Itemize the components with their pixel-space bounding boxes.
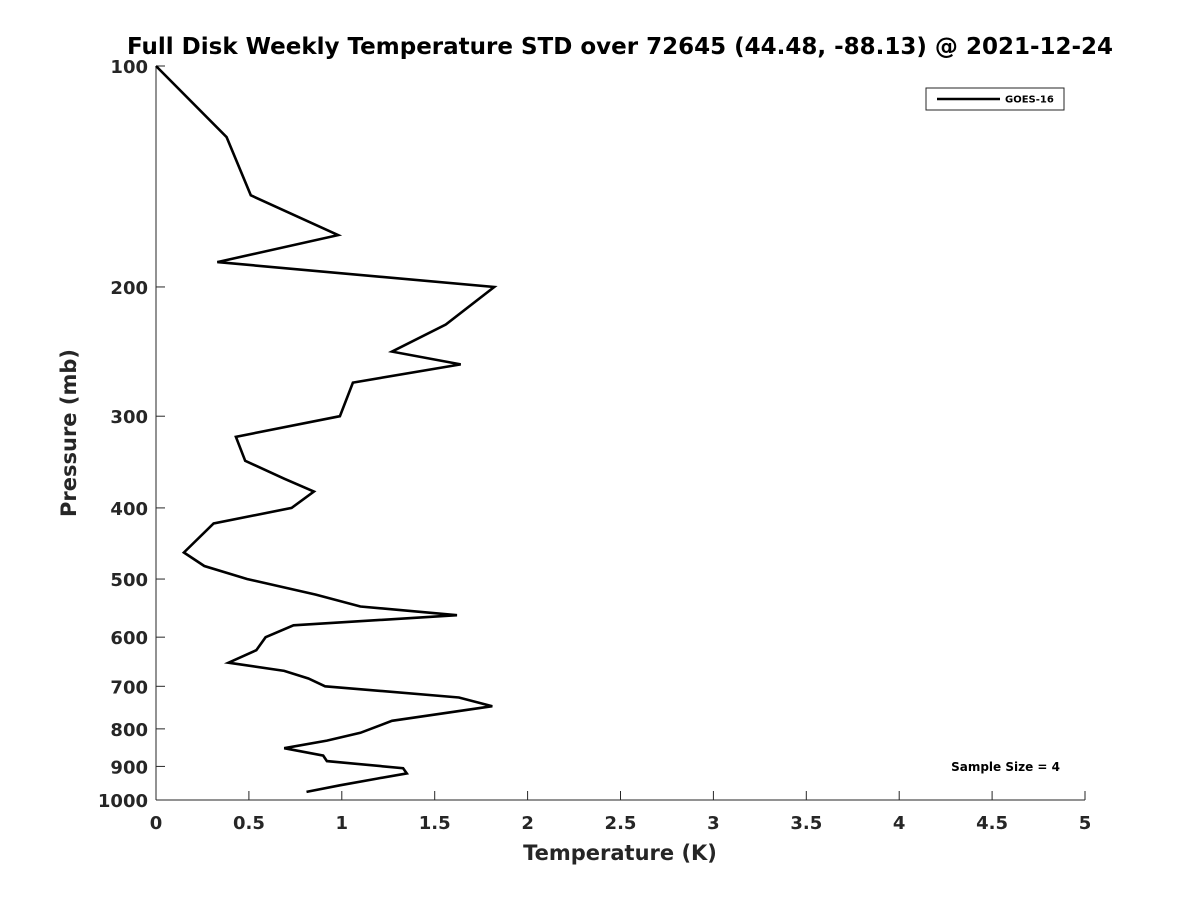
- x-tick-label: 0: [150, 813, 163, 834]
- x-axis-label: Temperature (K): [523, 841, 717, 865]
- y-tick-label: 600: [110, 628, 148, 649]
- y-tick-label: 900: [110, 757, 148, 778]
- x-tick-label: 2: [521, 813, 534, 834]
- y-tick-label: 500: [110, 570, 148, 591]
- legend: GOES-16: [925, 87, 1065, 111]
- x-tick-label: 1: [336, 813, 349, 834]
- chart-title: Full Disk Weekly Temperature STD over 72…: [127, 34, 1113, 60]
- y-tick-label: 1000: [98, 791, 148, 812]
- y-ticks: 100 200 300 400 500 600 700 800 900 1000: [98, 57, 165, 812]
- x-tick-label: 1.5: [419, 813, 451, 834]
- y-tick-label: 300: [110, 407, 148, 428]
- y-tick-label: 200: [110, 278, 148, 299]
- x-tick-label: 5: [1079, 813, 1092, 834]
- y-tick-label: 100: [110, 57, 148, 78]
- sample-size-annotation: Sample Size = 4: [951, 760, 1060, 774]
- legend-label-goes-16: GOES-16: [1005, 95, 1054, 106]
- x-tick-label: 3.5: [790, 813, 822, 834]
- x-tick-label: 4.5: [976, 813, 1008, 834]
- series-line-goes-16: [155, 65, 498, 794]
- y-tick-label: 400: [110, 499, 148, 520]
- plot-area: 0 0.5 1 1.5 2 2.5 3 3.5 4 4.5 5 100 200 300 400 500 600…: [98, 57, 1091, 834]
- y-tick-label: 800: [110, 720, 148, 741]
- x-tick-label: 2.5: [605, 813, 637, 834]
- x-tick-label: 3: [707, 813, 720, 834]
- series-layer: [155, 65, 498, 794]
- x-tick-label: 4: [893, 813, 906, 834]
- x-tick-label: 0.5: [233, 813, 265, 834]
- y-axis-label: Pressure (mb): [57, 349, 81, 517]
- x-ticks: 0 0.5 1 1.5 2 2.5 3 3.5 4 4.5 5: [150, 791, 1092, 834]
- y-tick-label: 700: [110, 677, 148, 698]
